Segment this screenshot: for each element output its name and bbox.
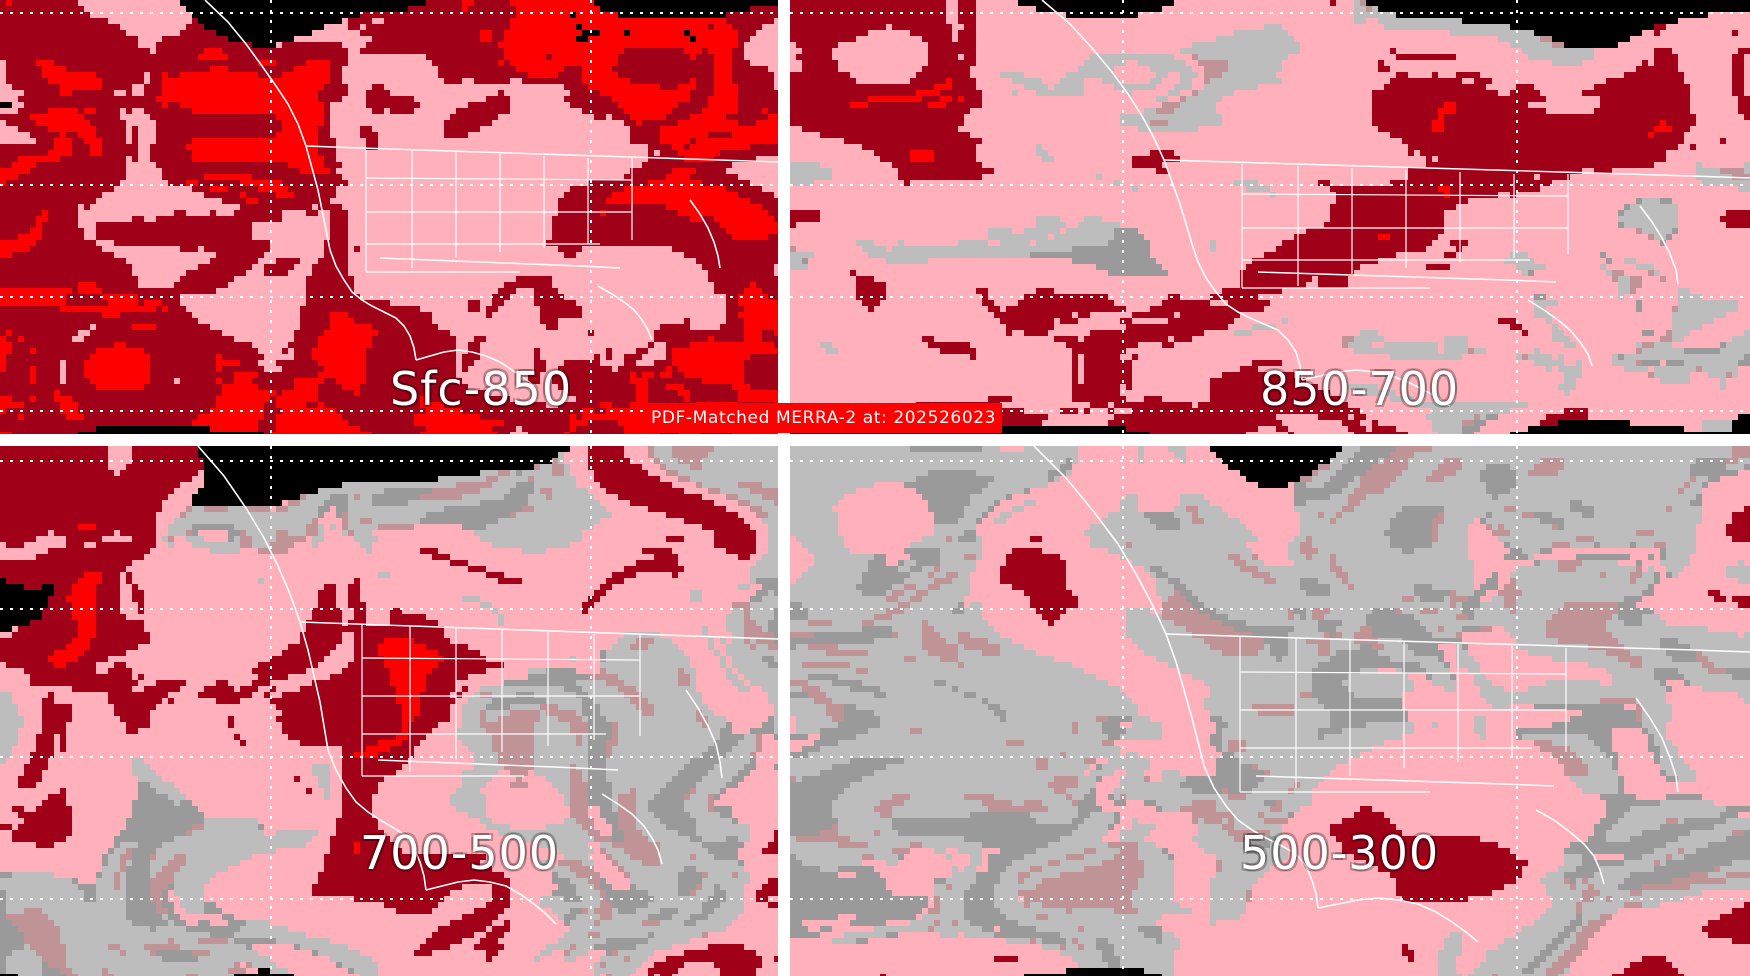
- figure-title: PDF-Matched MERRA-2 at: 202526023: [651, 408, 997, 428]
- panel-divider-horizontal: [0, 434, 1750, 446]
- panel-label-700-500: 700-500: [360, 826, 560, 880]
- panel-850-700[interactable]: 850-700: [790, 0, 1750, 434]
- field-700-500: [0, 446, 778, 976]
- panel-label-sfc-850: Sfc-850: [390, 362, 573, 416]
- field-500-300: [790, 446, 1750, 976]
- panel-label-850-700: 850-700: [1260, 362, 1460, 416]
- figure-title-banner: PDF-Matched MERRA-2 at: 202526023: [645, 403, 1003, 433]
- panel-700-500[interactable]: 700-500: [0, 446, 778, 976]
- field-sfc-850: [0, 0, 778, 434]
- panel-sfc-850[interactable]: Sfc-850: [0, 0, 778, 434]
- panel-label-500-300: 500-300: [1240, 826, 1440, 880]
- panel-divider-vertical: [778, 0, 790, 976]
- panel-500-300[interactable]: 500-300: [790, 446, 1750, 976]
